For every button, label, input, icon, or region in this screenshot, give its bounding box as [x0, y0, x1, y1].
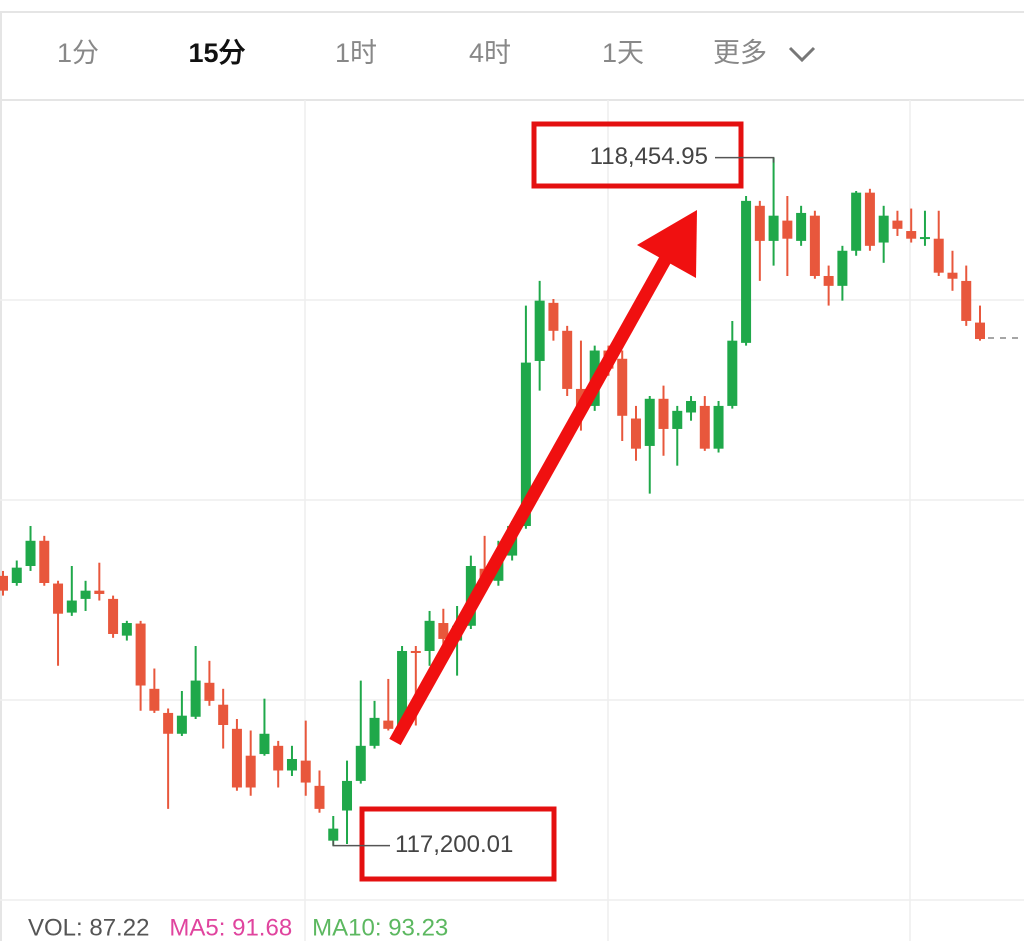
tab[interactable]: 4时 [469, 38, 511, 68]
candle-body [80, 590, 91, 599]
arrow-shaft [389, 256, 671, 746]
candle-body [837, 250, 848, 286]
candle-body [25, 540, 36, 567]
candle-body [975, 322, 985, 340]
candle-body [135, 623, 146, 686]
candle-body [383, 720, 394, 729]
candle-body [163, 712, 174, 734]
tabs: 1分 15分 1时 4时 1天 更多 [57, 38, 816, 68]
candle-body [369, 717, 380, 746]
candle-body [782, 220, 793, 239]
candle-body [231, 728, 242, 788]
candle-body [66, 600, 77, 613]
candle-body [947, 272, 958, 279]
candle-body [933, 238, 944, 273]
candle-body [0, 575, 8, 591]
annotation-line [715, 156, 775, 163]
candle-body [108, 598, 119, 634]
candle-body [410, 650, 421, 653]
candle-body [796, 212, 807, 241]
candle-body [906, 231, 917, 239]
tab[interactable]: 1天 [602, 38, 644, 68]
candle-body [699, 405, 710, 449]
indicator: MA5: 91.68 [169, 914, 292, 941]
indicators: VOL: 87.22 MA5: 91.68 MA10: 93.23 [28, 914, 448, 941]
candle-body [53, 583, 64, 614]
candle-body [273, 745, 284, 771]
chevron-down[interactable] [788, 46, 816, 63]
candle-body [424, 620, 435, 651]
indicator: VOL: 87.22 [28, 914, 149, 941]
candle-body [617, 358, 628, 416]
candle-body [355, 745, 366, 781]
highlight-box [531, 121, 744, 189]
candle-body [534, 300, 545, 361]
candle-body [864, 192, 875, 246]
arrow-head [637, 210, 697, 278]
candle-body [204, 682, 215, 701]
candle-body [39, 540, 50, 583]
candle-body [809, 215, 820, 276]
candle-body [727, 340, 738, 406]
candle-body [218, 704, 229, 725]
candle-body [300, 760, 311, 783]
candle-body [342, 780, 353, 811]
candle-body [259, 733, 270, 755]
arrow [389, 210, 697, 746]
candle-body [823, 275, 834, 286]
annotation-label: 117,200.01 [395, 831, 513, 858]
candle-body [438, 623, 449, 639]
candle-body [672, 410, 683, 429]
candle-body [630, 418, 641, 449]
highlight-box [359, 806, 557, 882]
candle-body [11, 567, 22, 583]
annotation-label: 118,454.95 [590, 143, 708, 170]
candle-body [562, 330, 573, 389]
candle-body [658, 398, 669, 429]
candle-body [245, 755, 256, 788]
candle-body [548, 302, 559, 331]
candle-body [754, 205, 765, 241]
indicator: MA10: 93.23 [312, 914, 448, 941]
candle-body [878, 215, 889, 243]
candle-body [121, 623, 132, 636]
candle-body [94, 590, 105, 594]
tab-active[interactable]: 15分 [188, 38, 245, 68]
candle-body [686, 400, 697, 413]
annotations: 118,454.95 117,200.01 [332, 143, 775, 858]
candle-body [176, 715, 187, 734]
grid [0, 100, 1024, 941]
candle-body [149, 688, 160, 711]
annotation-line [332, 840, 390, 847]
candle-body [961, 280, 972, 321]
candle-body [190, 680, 201, 717]
candle-body [892, 220, 903, 229]
candle-body [286, 758, 297, 771]
tab[interactable]: 1分 [57, 38, 99, 68]
candle-body [713, 405, 724, 449]
candle-body [768, 215, 779, 241]
tab[interactable]: 1时 [335, 38, 377, 68]
tab[interactable]: 更多 [713, 38, 767, 68]
candle-body [741, 200, 752, 343]
candle-body [919, 237, 930, 240]
candle-body [314, 785, 325, 809]
candle-body [851, 192, 862, 251]
candle-body [397, 650, 408, 729]
candle-body [644, 398, 655, 446]
candle-body [328, 828, 339, 841]
candle-body [520, 362, 531, 526]
